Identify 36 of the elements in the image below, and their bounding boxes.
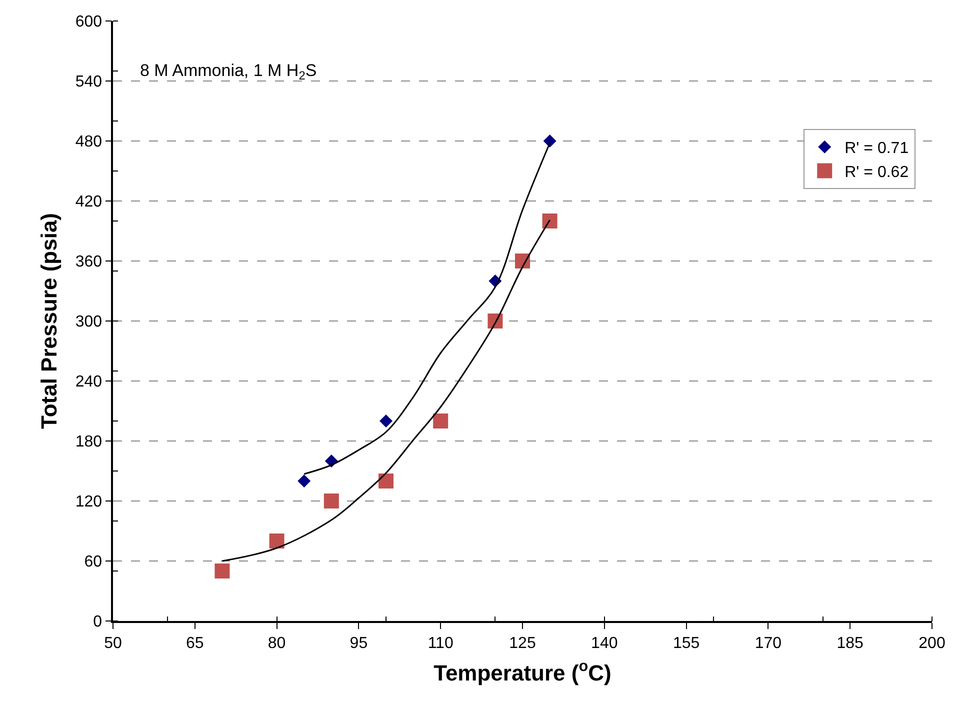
x-tick-label: 95 [350,634,368,652]
y-tick-label: 480 [75,134,102,151]
y-tick-label: 180 [75,434,102,451]
point [543,134,556,148]
point [298,474,311,488]
point [324,494,339,508]
point [269,534,284,548]
legend-label: R' = 0.62 [844,164,909,181]
x-axis-title: Temperature ($^{o}$C) [434,658,612,686]
y-tick-label: 60 [84,554,102,571]
legend-label: R' = 0.71 [844,140,909,158]
x-tick-label: 65 [186,634,204,652]
y-tick-label: 240 [75,374,102,391]
y-tick-label: 360 [75,254,102,271]
x-tick-label: 170 [754,634,782,652]
point [380,414,392,428]
y-tick-label: 600 [75,14,102,31]
x-tick-label: 80 [268,634,286,652]
y-tick-label: 300 [75,314,102,331]
x-tick-label: 50 [104,634,122,652]
x-tick-label: 185 [836,634,864,652]
x-tick-label: 110 [428,634,454,652]
x-tick-label: 140 [591,634,618,652]
point [542,214,558,228]
y-tick-label: 420 [75,194,102,211]
y-axis-title: Total Pressure (psia) [36,213,62,429]
x-tick-label: 200 [918,634,946,652]
x-tick-label: 155 [672,634,700,652]
y-tick-label: 120 [75,494,102,511]
point [378,474,394,488]
y-tick-label: 0 [93,614,102,631]
point [214,564,230,578]
annotation: 8 M Ammonia, 1 M H$_{2}$S [140,61,317,83]
point [433,414,448,428]
x-tick-label: 125 [509,634,536,652]
y-tick-label: 540 [75,74,102,91]
